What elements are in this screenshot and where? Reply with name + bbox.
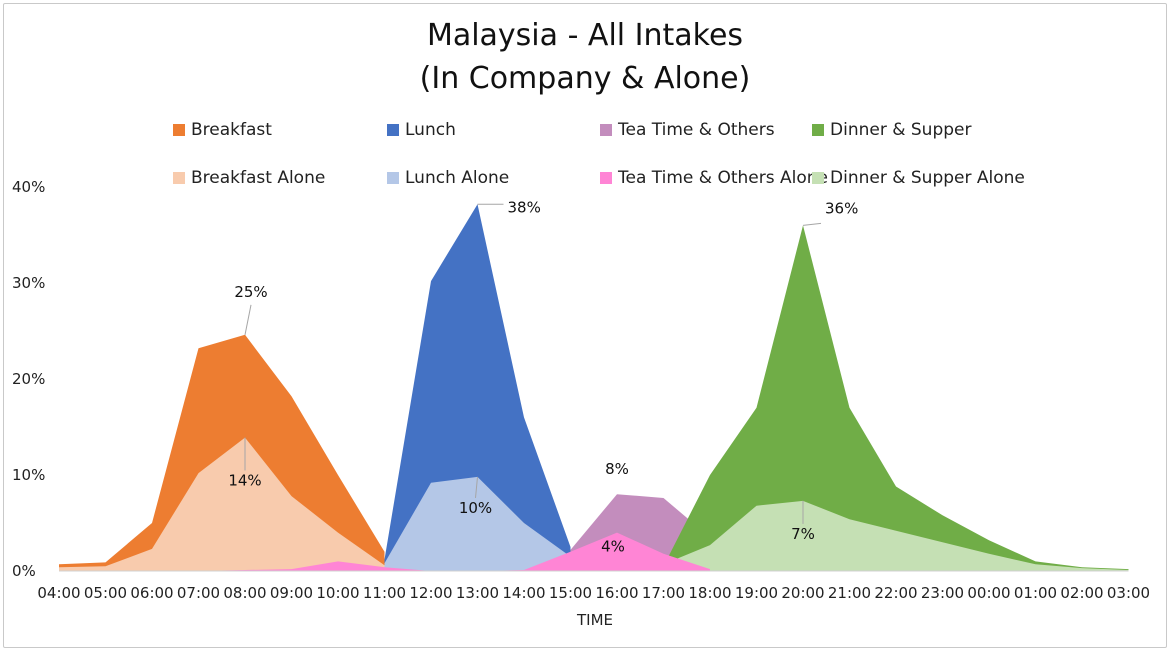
x-axis-label: TIME — [576, 611, 613, 629]
y-tick-label: 10% — [12, 466, 45, 484]
legend-label: Dinner & Supper — [830, 120, 972, 140]
legend-swatch — [173, 124, 185, 136]
legend-item-breakfast: Breakfast — [173, 120, 272, 140]
x-tick-label: 17:00 — [642, 584, 685, 602]
data-label-dinner-and-supper: 36% — [825, 199, 858, 217]
x-tick-label: 09:00 — [270, 584, 313, 602]
x-tick-label: 10:00 — [316, 584, 359, 602]
x-tick-label: 08:00 — [223, 584, 266, 602]
legend-item-breakfast-alone: Breakfast Alone — [173, 168, 325, 188]
legend-item-dinner-and-supper-alone: Dinner & Supper Alone — [812, 168, 1025, 188]
x-tick-label: 23:00 — [921, 584, 964, 602]
data-label-leader-line — [475, 476, 478, 498]
data-label-tea-time-and-others: 8% — [605, 460, 629, 478]
y-tick-label: 0% — [12, 562, 36, 580]
x-tick-label: 19:00 — [735, 584, 778, 602]
y-tick-label: 30% — [12, 274, 45, 292]
legend-label: Breakfast — [191, 120, 272, 140]
x-tick-label: 14:00 — [502, 584, 545, 602]
x-tick-label: 04:00 — [37, 584, 80, 602]
legend-item-dinner-and-supper: Dinner & Supper — [812, 120, 971, 140]
legend-swatch — [387, 172, 399, 184]
data-label-breakfast: 25% — [234, 283, 267, 301]
legend-swatch — [812, 124, 824, 136]
data-label-leader-line — [802, 222, 822, 226]
legend-swatch — [600, 124, 612, 136]
x-tick-label: 11:00 — [363, 584, 406, 602]
x-tick-label: 01:00 — [1014, 584, 1057, 602]
legend-label: Lunch — [405, 120, 456, 140]
area-lunch — [384, 204, 571, 572]
legend-swatch — [387, 124, 399, 136]
data-label-tea-time-and-others-alone: 4% — [601, 538, 625, 556]
legend-label: Lunch Alone — [405, 168, 510, 188]
x-tick-label: 00:00 — [967, 584, 1010, 602]
legend-item-lunch-alone: Lunch Alone — [387, 168, 509, 188]
legend-item-lunch: Lunch — [387, 120, 456, 140]
chart-subtitle: (In Company & Alone) — [419, 61, 751, 96]
area-tea-time-and-others-alone — [59, 532, 710, 571]
data-label-leader-line — [244, 304, 252, 335]
chart-title: Malaysia - All Intakes — [426, 18, 744, 53]
legend-label: Dinner & Supper Alone — [830, 168, 1025, 188]
legend-swatch — [812, 172, 824, 184]
legend-label: Breakfast Alone — [191, 168, 326, 188]
y-tick-label: 20% — [12, 370, 45, 388]
x-tick-label: 21:00 — [828, 584, 871, 602]
x-tick-label: 12:00 — [409, 584, 452, 602]
x-tick-label: 18:00 — [688, 584, 731, 602]
x-tick-label: 15:00 — [549, 584, 592, 602]
x-tick-label: 05:00 — [84, 584, 127, 602]
legend-item-tea-time-and-others: Tea Time & Others — [600, 120, 775, 140]
data-label-breakfast-alone: 14% — [228, 472, 261, 490]
legend-item-tea-time-and-others-alone: Tea Time & Others Alone — [600, 168, 828, 188]
x-tick-label: 02:00 — [1060, 584, 1103, 602]
area-breakfast-alone — [59, 437, 385, 571]
legend-swatch — [600, 172, 612, 184]
area-dinner-and-supper — [663, 225, 1129, 571]
x-tick-label: 03:00 — [1107, 584, 1150, 602]
x-tick-label: 16:00 — [595, 584, 638, 602]
y-tick-label: 40% — [12, 178, 45, 196]
x-tick-label: 20:00 — [781, 584, 824, 602]
area-lunch-alone — [384, 476, 571, 571]
x-tick-label: 13:00 — [456, 584, 499, 602]
data-label-lunch-alone: 10% — [459, 499, 492, 517]
x-tick-label: 22:00 — [874, 584, 917, 602]
legend-swatch — [173, 172, 185, 184]
data-label-lunch: 38% — [508, 198, 541, 216]
area-series-group — [59, 204, 1129, 572]
x-tick-label: 07:00 — [177, 584, 220, 602]
legend-label: Tea Time & Others Alone — [618, 168, 828, 188]
data-label-dinner-and-supper-alone: 7% — [791, 525, 815, 543]
legend-label: Tea Time & Others — [618, 120, 775, 140]
x-tick-label: 06:00 — [130, 584, 173, 602]
area-dinner-and-supper-alone — [617, 500, 1129, 571]
